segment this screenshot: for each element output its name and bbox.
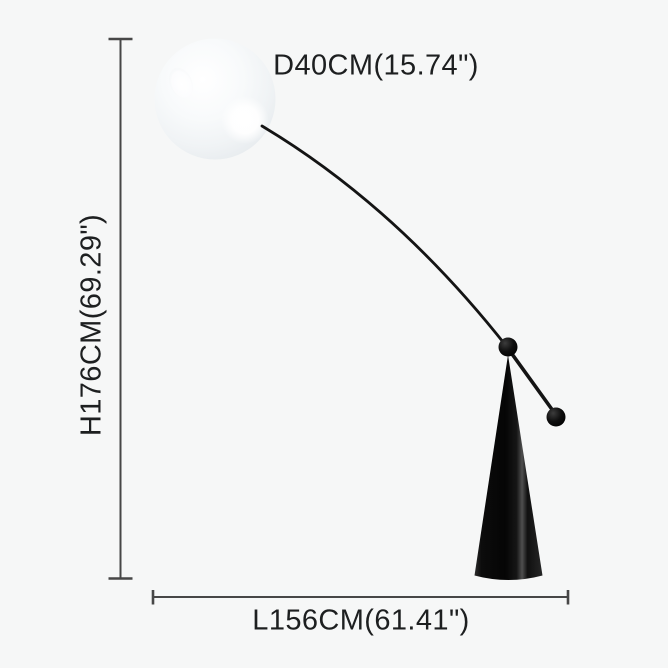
cone-base: [474, 355, 543, 580]
length-dimension-label: L156CM(61.41"): [252, 604, 470, 637]
counterweight-ball: [546, 407, 566, 427]
height-dimension-label: H176CM(69.29"): [75, 213, 108, 437]
floor-lamp: [154, 38, 566, 580]
globe-highlight: [169, 67, 193, 99]
diameter-dimension-label: D40CM(15.74"): [273, 49, 479, 82]
lamp-arc-arm: [260, 124, 509, 349]
pivot-ball: [498, 337, 518, 357]
lamp-globe-shade: [154, 38, 276, 160]
dimension-lines: [108, 37, 570, 605]
globe-glow-spot: [221, 96, 269, 144]
counterweight-rod: [505, 345, 558, 417]
